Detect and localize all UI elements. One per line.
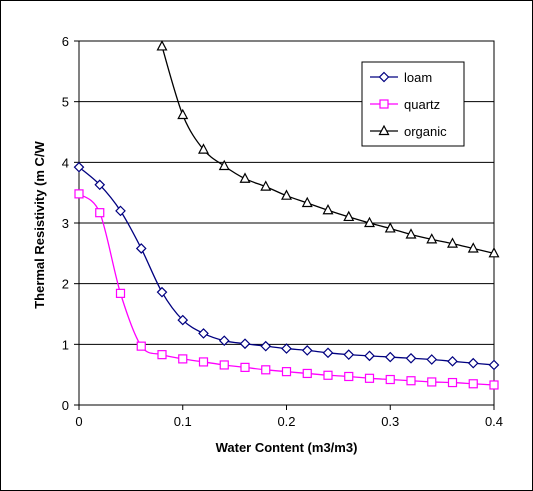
- data-point-loam: [447, 355, 458, 367]
- data-point-quartz: [136, 341, 146, 351]
- data-point-organic: [364, 216, 375, 228]
- data-point-quartz: [219, 360, 229, 370]
- data-point-loam: [177, 314, 189, 326]
- data-point-loam: [364, 350, 375, 362]
- x-tick-label: 0: [75, 414, 82, 429]
- data-point-organic: [322, 203, 334, 215]
- data-point-loam: [488, 359, 500, 371]
- data-point-quartz: [261, 365, 271, 375]
- data-point-loam: [115, 205, 126, 217]
- legend-marker-loam: [378, 71, 390, 83]
- data-point-quartz: [489, 380, 499, 390]
- data-point-quartz: [240, 362, 250, 372]
- data-point-quartz: [385, 374, 395, 385]
- data-point-organic: [405, 228, 417, 239]
- data-point-loam: [198, 328, 209, 339]
- data-point-loam: [426, 354, 438, 365]
- data-point-quartz: [406, 376, 416, 386]
- data-point-quartz: [74, 189, 84, 199]
- data-point-quartz: [95, 208, 105, 218]
- data-point-organic: [467, 242, 479, 253]
- data-point-quartz: [323, 370, 333, 380]
- x-tick-label: 0.2: [277, 414, 295, 429]
- data-point-loam: [467, 357, 479, 369]
- x-tick-label: 0.4: [485, 414, 503, 429]
- series-layer: [73, 40, 500, 390]
- data-point-quartz: [198, 357, 209, 367]
- data-point-loam: [343, 349, 355, 360]
- series-quartz: [74, 189, 499, 390]
- data-point-organic: [239, 172, 251, 183]
- data-point-loam: [94, 179, 106, 191]
- x-axis-title: Water Content (m3/m3): [216, 440, 358, 455]
- x-tick-label: 0.3: [381, 414, 399, 429]
- data-point-quartz: [281, 367, 292, 377]
- data-point-loam: [281, 343, 292, 354]
- legend-label-organic: organic: [404, 124, 447, 139]
- legend-label-quartz: quartz: [404, 97, 440, 112]
- data-point-organic: [488, 247, 500, 258]
- data-point-quartz: [178, 354, 188, 364]
- data-point-loam: [239, 338, 251, 350]
- y-tick-label: 3: [62, 216, 69, 231]
- data-point-quartz: [344, 371, 354, 382]
- data-point-loam: [135, 243, 147, 254]
- legend-marker-organic: [378, 124, 390, 136]
- y-tick-label: 2: [62, 277, 69, 292]
- data-point-organic: [260, 180, 272, 191]
- y-tick-label: 4: [62, 155, 69, 170]
- y-tick-label: 5: [62, 95, 69, 110]
- legend-label-loam: loam: [404, 70, 432, 85]
- data-point-organic: [343, 210, 355, 222]
- data-point-loam: [73, 161, 85, 173]
- y-tick-label: 6: [62, 34, 69, 49]
- data-point-quartz: [115, 288, 126, 298]
- data-point-quartz: [427, 377, 437, 387]
- data-point-quartz: [468, 379, 478, 389]
- data-point-loam: [405, 352, 417, 364]
- axes: [74, 40, 495, 410]
- data-point-loam: [218, 335, 230, 347]
- data-point-organic: [301, 196, 313, 208]
- data-point-organic: [177, 108, 189, 120]
- data-point-quartz: [157, 350, 167, 360]
- y-tick-label: 1: [62, 337, 69, 352]
- data-point-organic: [447, 237, 458, 248]
- data-point-quartz: [364, 373, 375, 383]
- data-point-loam: [260, 340, 272, 352]
- series-organic: [156, 40, 500, 258]
- series-loam: [73, 161, 500, 371]
- data-point-quartz: [302, 368, 312, 379]
- data-point-organic: [156, 40, 168, 51]
- data-point-organic: [281, 189, 292, 200]
- y-tick-label: 0: [62, 398, 69, 413]
- x-tick-label: 0.1: [174, 414, 192, 429]
- data-point-organic: [198, 143, 209, 154]
- legend: loam quartz organic: [361, 61, 465, 147]
- data-point-quartz: [447, 377, 458, 388]
- data-point-loam: [301, 345, 313, 356]
- data-point-organic: [384, 222, 396, 233]
- data-point-organic: [426, 233, 438, 244]
- data-point-loam: [156, 286, 168, 298]
- data-point-loam: [322, 347, 334, 359]
- legend-marker-quartz: [379, 99, 389, 109]
- data-point-organic: [218, 159, 230, 171]
- tick-labels: 0 1 2 3 4 5 6 0 0.1 0.2 0.3 0.4: [62, 34, 503, 429]
- y-axis-title: Thermal Resistivity (m C/W: [32, 140, 47, 308]
- data-point-loam: [384, 351, 396, 363]
